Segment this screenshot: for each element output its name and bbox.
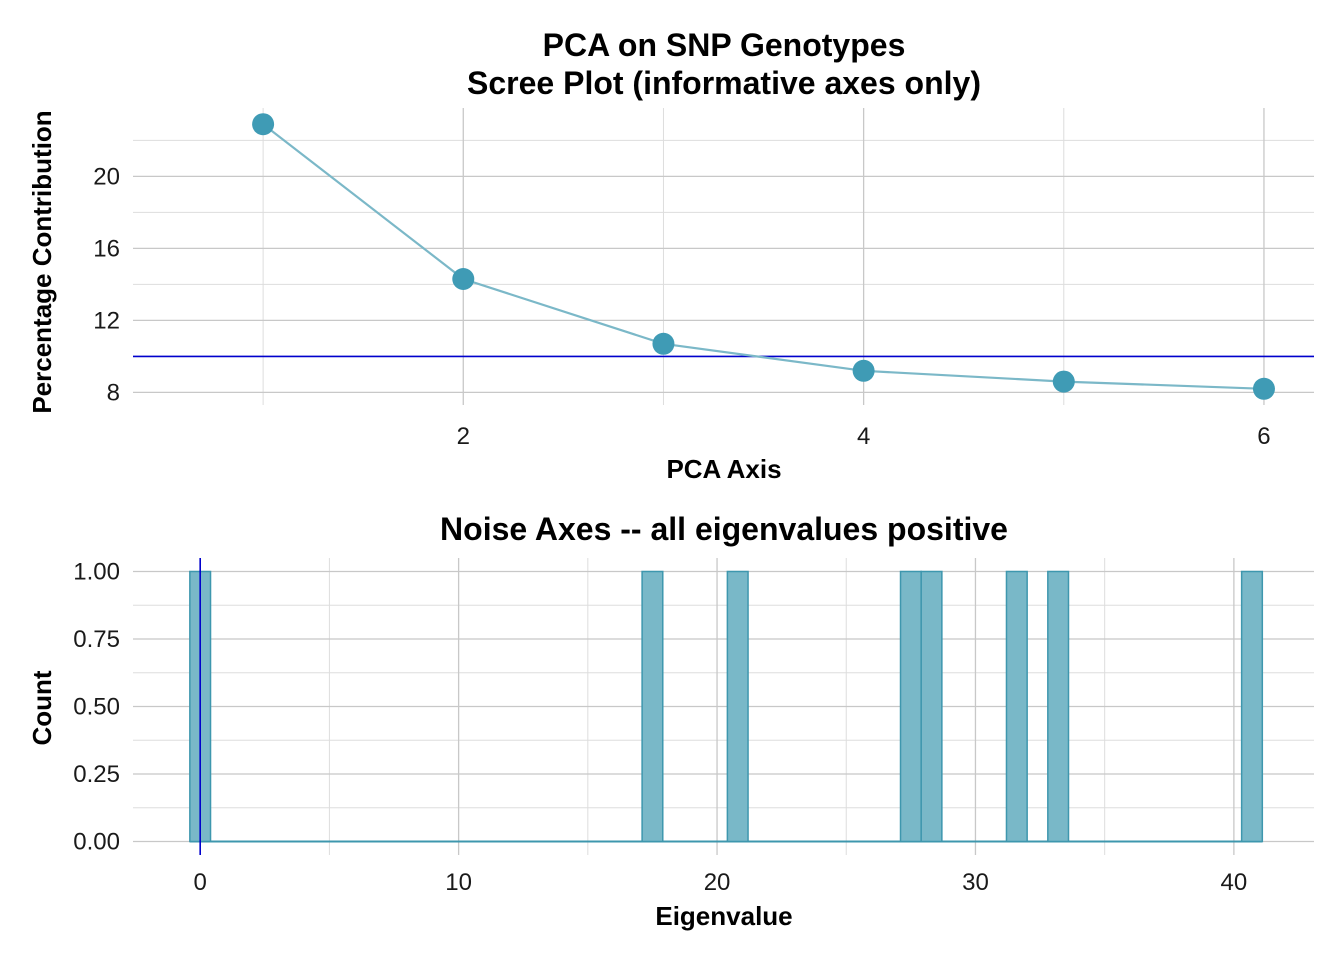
scree-series-line (262, 123, 1265, 390)
y-tick-label: 8 (107, 379, 120, 406)
y-tick-label: 0.25 (73, 761, 120, 788)
scree-point (1052, 370, 1075, 393)
x-tick-label: 30 (962, 869, 989, 896)
histogram-bar (920, 570, 943, 843)
bottom-y-axis-title: Count (27, 670, 57, 745)
y-tick-label: 0.50 (73, 694, 120, 721)
histogram-y-ticks: 0.00 0.25 0.50 0.75 1.00 (73, 559, 120, 856)
histogram-bar (1005, 570, 1028, 843)
y-tick-label: 16 (93, 235, 120, 262)
histogram-grid (133, 558, 1314, 855)
scree-plot-y-ticks: 8 12 16 20 (93, 163, 120, 406)
x-tick-label: 6 (1257, 423, 1270, 450)
scree-point (1252, 377, 1275, 400)
histogram-bar (726, 570, 749, 843)
scree-point (252, 113, 275, 136)
histogram-bar (1047, 570, 1070, 843)
top-y-axis-title: Percentage Contribution (27, 110, 57, 413)
histogram-bars (189, 570, 1264, 843)
y-tick-label: 1.00 (73, 559, 120, 586)
x-tick-label: 40 (1221, 869, 1248, 896)
top-x-axis-title: PCA Axis (666, 454, 781, 484)
scree-point (852, 359, 875, 382)
y-tick-label: 20 (93, 163, 120, 190)
top-chart-subtitle: Scree Plot (informative axes only) (467, 65, 981, 101)
bottom-x-axis-title: Eigenvalue (655, 901, 792, 931)
x-tick-label: 10 (445, 869, 472, 896)
top-chart-title: PCA on SNP Genotypes (543, 27, 906, 63)
x-tick-label: 0 (194, 869, 207, 896)
y-tick-label: 0.00 (73, 829, 120, 856)
histogram-bar (899, 570, 922, 843)
histogram-panel: 0 10 20 30 40 0.00 0.25 0.50 0.75 1.00 (73, 558, 1314, 896)
x-tick-label: 20 (704, 869, 731, 896)
histogram-bar (1240, 570, 1264, 843)
x-tick-label: 2 (457, 423, 470, 450)
scree-plot-series (252, 113, 1275, 400)
scree-plot-panel: 2 4 6 8 12 16 20 (93, 108, 1314, 450)
histogram-x-ticks: 0 10 20 30 40 (194, 869, 1248, 896)
y-tick-label: 12 (93, 307, 120, 334)
histogram-bar (641, 570, 664, 843)
scree-plot-grid (133, 108, 1314, 405)
x-tick-label: 4 (857, 423, 870, 450)
bottom-chart-title: Noise Axes -- all eigenvalues positive (440, 511, 1008, 547)
scree-point (652, 332, 675, 355)
y-tick-label: 0.75 (73, 626, 120, 653)
scree-point (452, 268, 475, 290)
scree-plot-x-ticks: 2 4 6 (457, 423, 1271, 450)
